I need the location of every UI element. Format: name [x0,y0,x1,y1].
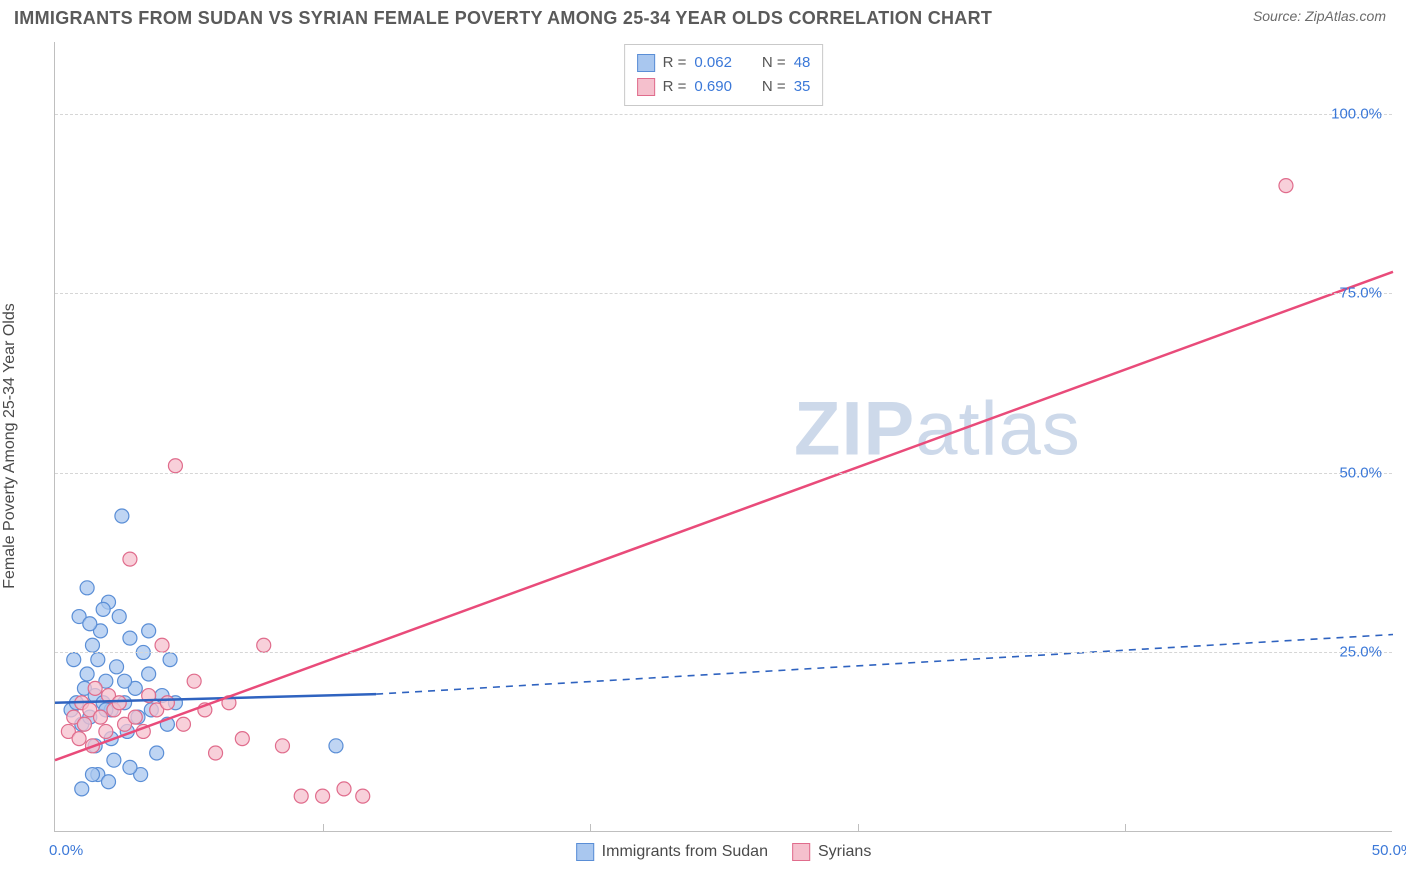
data-point [80,667,94,681]
data-point [72,732,86,746]
data-point [118,674,132,688]
legend-swatch [637,54,655,72]
chart-plot-area: ZIPatlas R =0.062N =48R =0.690N =35 Immi… [54,42,1392,832]
data-point [160,696,174,710]
legend-swatch [576,843,594,861]
data-point [75,782,89,796]
data-point [142,624,156,638]
data-point [88,681,102,695]
data-point [112,696,126,710]
data-point [77,717,91,731]
data-point [102,775,116,789]
gridline-horizontal [55,114,1392,115]
gridline-horizontal [55,293,1392,294]
regression-line [55,272,1393,760]
data-point [80,581,94,595]
data-point [91,653,105,667]
legend-swatch [792,843,810,861]
data-point [128,710,142,724]
data-point [112,610,126,624]
gridline-vertical [858,824,859,832]
legend-n-label: N = [762,51,786,75]
y-tick-label: 25.0% [1339,644,1382,661]
data-point [142,667,156,681]
data-point [85,768,99,782]
data-point [96,602,110,616]
data-point [356,789,370,803]
data-point [316,789,330,803]
data-point [209,746,223,760]
legend-correlation-row: R = 0.062 N = 48 [637,51,811,75]
legend-series-item: Immigrants from Sudan [576,843,768,861]
legend-n-label: N = [762,75,786,99]
chart-title: IMMIGRANTS FROM SUDAN VS SYRIAN FEMALE P… [14,8,992,29]
data-point [163,653,177,667]
data-point [150,746,164,760]
data-point [168,459,182,473]
chart-source: Source: ZipAtlas.com [1253,8,1386,24]
y-tick-label: 100.0% [1331,105,1382,122]
data-point [155,638,169,652]
gridline-vertical [590,824,591,832]
legend-swatch [637,78,655,96]
data-point [83,617,97,631]
data-point [1279,179,1293,193]
legend-series-item: Syrians [792,843,871,861]
gridline-horizontal [55,652,1392,653]
data-point [187,674,201,688]
legend-series: Immigrants from Sudan Syrians [576,843,872,861]
data-point [294,789,308,803]
x-tick-label: 50.0% [1372,842,1406,859]
data-point [93,710,107,724]
gridline-horizontal [55,473,1392,474]
data-point [123,552,137,566]
gridline-vertical [323,824,324,832]
legend-r-label: R = [663,51,687,75]
data-point [123,631,137,645]
regression-line-extrapolated [376,635,1393,695]
y-tick-label: 75.0% [1339,285,1382,302]
legend-correlation-row: R = 0.690 N = 35 [637,75,811,99]
legend-series-label: Syrians [818,843,871,861]
data-point [115,509,129,523]
chart-header: IMMIGRANTS FROM SUDAN VS SYRIAN FEMALE P… [0,0,1406,33]
legend-n-value: 48 [794,51,811,75]
legend-r-value: 0.690 [694,75,732,99]
data-point [110,660,124,674]
legend-r-label: R = [663,75,687,99]
data-point [99,724,113,738]
y-tick-label: 50.0% [1339,464,1382,481]
gridline-vertical [1125,824,1126,832]
chart-svg [55,42,1392,831]
x-tick-origin: 0.0% [49,842,83,859]
legend-series-label: Immigrants from Sudan [602,843,768,861]
data-point [176,717,190,731]
legend-correlation: R = 0.062 N = 48 R = 0.690 N = 35 [624,44,824,106]
data-point [107,753,121,767]
y-axis-label: Female Poverty Among 25-34 Year Olds [1,303,19,589]
data-point [275,739,289,753]
data-point [67,653,81,667]
data-point [123,760,137,774]
data-point [329,739,343,753]
data-point [85,638,99,652]
legend-n-value: 35 [794,75,811,99]
data-point [257,638,271,652]
legend-r-value: 0.062 [694,51,732,75]
data-point [235,732,249,746]
data-point [337,782,351,796]
